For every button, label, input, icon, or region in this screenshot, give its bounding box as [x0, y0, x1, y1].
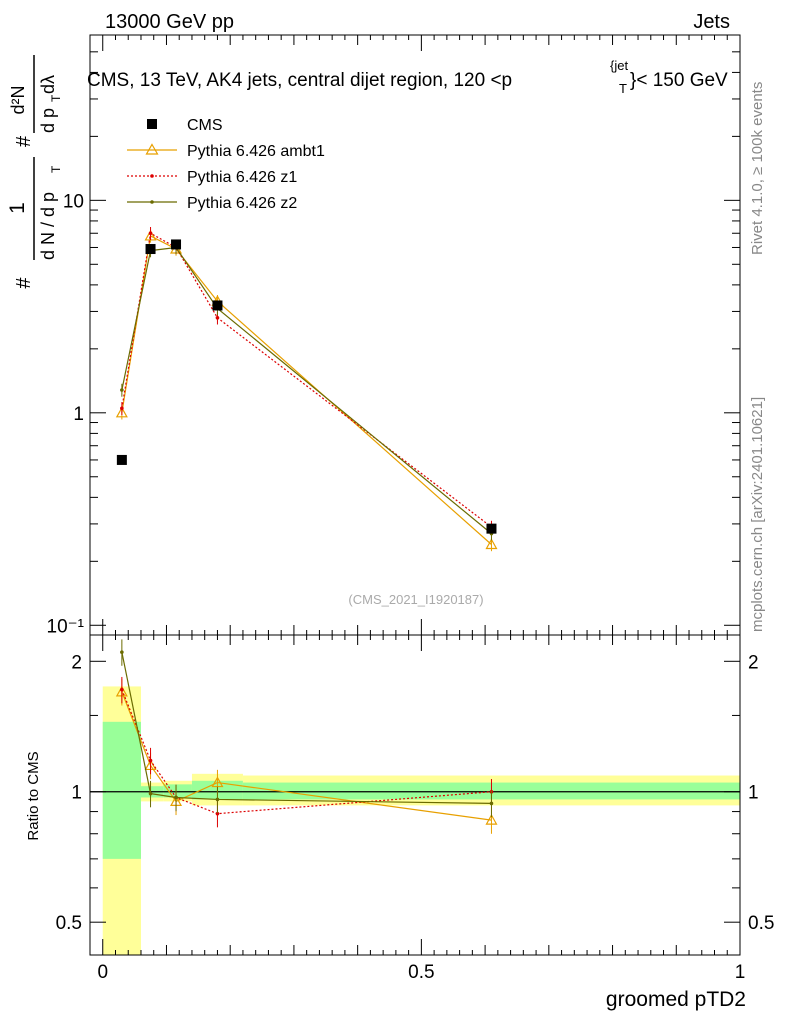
- top-y-tick-label: 10⁻¹: [47, 616, 85, 637]
- top-data-point-cms: [486, 523, 497, 534]
- legend-marker-z2: [150, 200, 154, 204]
- title-tail: }< 150 GeV: [630, 70, 728, 91]
- top-point-z1: [148, 231, 153, 236]
- bottom-y-tick-label-right: 0.5: [748, 913, 774, 934]
- legend-marker-ambt1: [145, 143, 159, 155]
- bottom-panel-frame: [89, 634, 741, 956]
- bottom-uncertainty-bands: [90, 686, 741, 955]
- top-series-line-z2: [121, 246, 492, 535]
- top-data-point-cms: [212, 300, 223, 311]
- rivet-version-label: Rivet 4.1.0, ≥ 100k events: [749, 82, 766, 255]
- top-point-z1: [120, 406, 124, 411]
- bottom-y-tick-label-right: 2: [748, 652, 759, 673]
- legend-marker-cms: [147, 119, 157, 129]
- ylabel-hash2: #: [13, 135, 35, 147]
- legend: CMS Pythia 6.426 ambt1 Pythia 6.426 z1 P…: [127, 117, 325, 212]
- bottom-point-z2: [174, 795, 178, 800]
- bottom-point-z2: [489, 801, 494, 806]
- x-tick-label: 0: [97, 962, 108, 983]
- legend-item-z2: Pythia 6.426 z2: [127, 195, 297, 212]
- legend-item-ambt1: Pythia 6.426 ambt1: [127, 143, 325, 160]
- svg-text:CMS, 13 TeV, AK4 jets, central: CMS, 13 TeV, AK4 jets, central dijet reg…: [87, 70, 512, 91]
- x-tick-label: 1: [735, 962, 746, 983]
- bottom-point-ambt1: [211, 776, 224, 788]
- analysis-watermark: (CMS_2021_I1920187): [348, 592, 483, 607]
- bottom-y-tick-label-left: 1: [71, 783, 82, 804]
- bottom-point-z1: [215, 811, 220, 816]
- top-data-point-cms: [145, 244, 156, 255]
- top-point-ambt1: [115, 406, 128, 418]
- ylabel-sub-t2: T: [49, 94, 63, 102]
- bottom-y-tick-label-right: 1: [748, 783, 759, 804]
- top-axes: 10⁻¹ 1 10: [47, 34, 741, 637]
- ylabel-hash1: #: [13, 277, 35, 289]
- bottom-panel: 0.5 0.5 1 1 2 2 0 0.5 1: [56, 634, 774, 983]
- x-tick-label: 0.5: [408, 962, 434, 983]
- legend-label-ambt1: Pythia 6.426 ambt1: [187, 143, 325, 160]
- legend-item-cms: CMS: [147, 117, 223, 134]
- bottom-point-z2: [120, 650, 124, 654]
- bottom-point-z1: [148, 758, 153, 763]
- top-panel-content: [115, 227, 498, 552]
- bottom-y-tick-label-left: 2: [71, 652, 82, 673]
- top-data-point-cms: [171, 239, 182, 250]
- top-y-tick-label: 10: [63, 191, 84, 212]
- header-right: Jets: [693, 11, 730, 33]
- ylabel-sub-t1: T: [49, 165, 63, 173]
- top-y-tick-label: 1: [73, 404, 84, 425]
- top-point-ambt1: [485, 538, 498, 550]
- ylabel-one: 1: [6, 202, 29, 214]
- bottom-panel-content: [115, 639, 498, 834]
- bottom-point-z2: [215, 797, 220, 802]
- ylabel-dn-dpt: d N / d p: [38, 192, 58, 260]
- legend-label-z1: Pythia 6.426 z1: [187, 169, 297, 186]
- x-axis-label: groomed pTD2: [606, 988, 746, 1011]
- mcplots-label: mcplots.cern.ch [arXiv:2401.10621]: [749, 397, 766, 632]
- top-point-z1: [215, 315, 220, 320]
- title-sup-jet: {jet: [610, 58, 628, 73]
- bottom-axes: 0.5 0.5 1 1 2 2 0 0.5 1: [56, 635, 774, 983]
- ylabel-dlambda: dλ: [38, 75, 58, 94]
- plot-title: CMS, 13 TeV, AK4 jets, central dijet reg…: [87, 58, 728, 96]
- header-left: 13000 GeV pp: [105, 11, 234, 33]
- ylabel-d2n: d²N: [8, 85, 28, 114]
- top-panel: 10⁻¹ 1 10: [47, 34, 741, 637]
- title-sub-t: T: [619, 81, 627, 96]
- top-series-line-ambt1: [121, 235, 492, 545]
- bottom-point-z2: [148, 791, 153, 796]
- y-axis-label-top: # 1 d N / d p T # d²N d p T dλ: [6, 55, 63, 289]
- legend-label-z2: Pythia 6.426 z2: [187, 195, 297, 212]
- y-axis-label-bottom: Ratio to CMS: [25, 751, 42, 840]
- legend-label-cms: CMS: [187, 117, 223, 134]
- legend-item-z1: Pythia 6.426 z1: [127, 169, 297, 186]
- top-data-point-cms: [116, 454, 127, 465]
- title-main: CMS, 13 TeV, AK4 jets, central dijet reg…: [87, 70, 512, 91]
- bottom-y-tick-label-left: 0.5: [56, 913, 82, 934]
- ylabel-dpt: d p: [38, 108, 58, 133]
- bottom-point-z1: [120, 687, 124, 692]
- top-point-z2: [120, 388, 124, 392]
- legend-marker-z1: [150, 174, 154, 178]
- bottom-point-ambt1: [485, 813, 498, 825]
- uncertainty-band-inner: [102, 721, 141, 859]
